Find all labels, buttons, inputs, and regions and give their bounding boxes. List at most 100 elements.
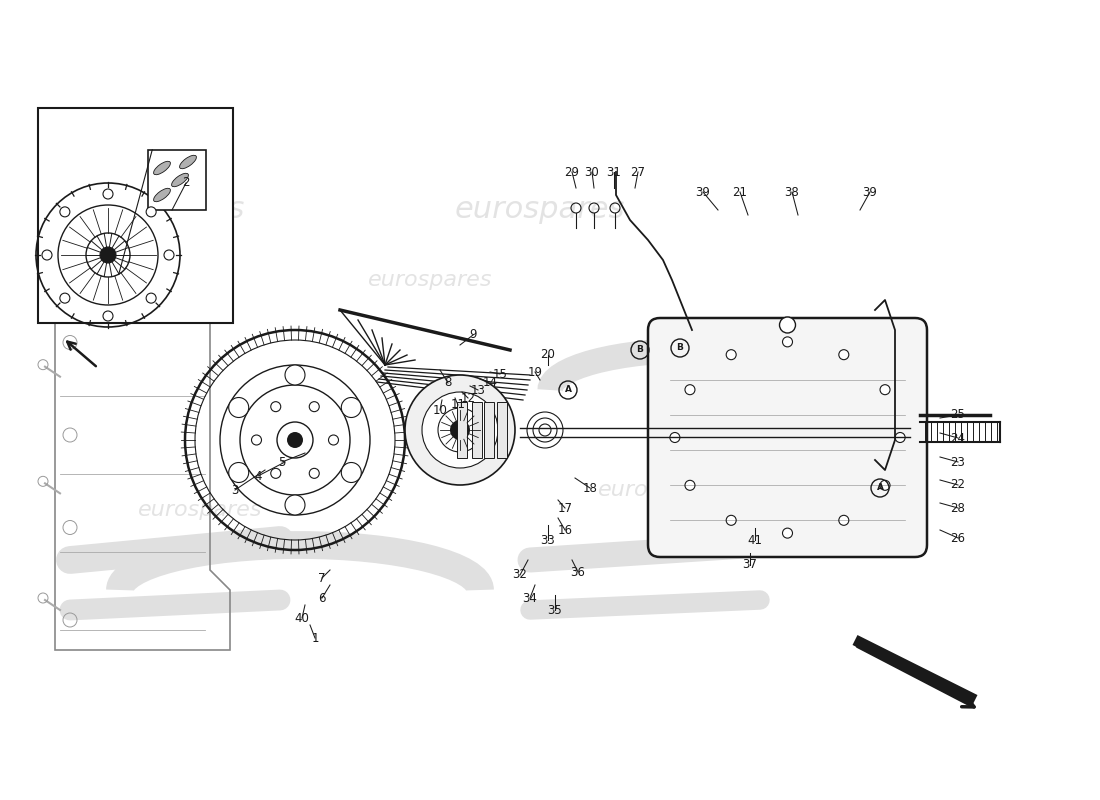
Text: 36: 36 (571, 566, 585, 578)
Text: 14: 14 (483, 375, 497, 389)
Circle shape (839, 350, 849, 360)
Ellipse shape (154, 188, 170, 202)
Circle shape (146, 293, 156, 303)
Text: 24: 24 (950, 431, 966, 445)
FancyBboxPatch shape (472, 402, 482, 458)
Circle shape (685, 385, 695, 394)
Text: 26: 26 (950, 531, 966, 545)
Circle shape (287, 432, 303, 448)
Ellipse shape (172, 174, 188, 186)
Text: 11: 11 (451, 398, 465, 411)
Text: 2: 2 (183, 177, 189, 190)
Text: 3: 3 (231, 483, 239, 497)
Text: 18: 18 (583, 482, 597, 494)
Circle shape (726, 350, 736, 360)
Circle shape (309, 468, 319, 478)
FancyBboxPatch shape (484, 402, 494, 458)
Text: 27: 27 (630, 166, 646, 178)
Circle shape (405, 375, 515, 485)
Circle shape (42, 250, 52, 260)
Text: 38: 38 (784, 186, 800, 198)
Circle shape (341, 398, 361, 418)
Text: 17: 17 (558, 502, 572, 514)
Text: 19: 19 (528, 366, 542, 378)
Circle shape (59, 293, 70, 303)
Circle shape (103, 311, 113, 321)
Circle shape (341, 462, 361, 482)
Circle shape (229, 462, 249, 482)
Text: eurospares: eurospares (454, 195, 625, 225)
Text: 4: 4 (254, 470, 262, 482)
Text: 30: 30 (584, 166, 600, 178)
Text: eurospares: eurospares (597, 480, 723, 500)
Text: 12: 12 (461, 391, 475, 405)
Circle shape (309, 402, 319, 412)
Ellipse shape (179, 155, 197, 169)
Circle shape (329, 435, 339, 445)
Circle shape (780, 317, 795, 333)
Text: eurospares: eurospares (138, 500, 262, 520)
Circle shape (285, 365, 305, 385)
Circle shape (782, 337, 792, 347)
Text: 32: 32 (513, 569, 527, 582)
Text: 34: 34 (522, 591, 538, 605)
Text: 9: 9 (470, 329, 476, 342)
Text: 31: 31 (606, 166, 621, 178)
Circle shape (100, 247, 116, 263)
Circle shape (726, 515, 736, 526)
Circle shape (450, 420, 470, 440)
Text: 39: 39 (862, 186, 878, 198)
FancyBboxPatch shape (148, 150, 206, 210)
Text: A: A (877, 483, 883, 493)
Circle shape (59, 207, 70, 217)
Circle shape (164, 250, 174, 260)
Text: 16: 16 (558, 523, 572, 537)
Circle shape (895, 433, 905, 442)
FancyBboxPatch shape (39, 108, 233, 323)
Text: 15: 15 (493, 367, 507, 381)
Circle shape (670, 433, 680, 442)
Circle shape (103, 189, 113, 199)
Circle shape (252, 435, 262, 445)
Text: 28: 28 (950, 502, 966, 514)
Text: B: B (676, 343, 683, 353)
Text: 21: 21 (733, 186, 748, 198)
Text: 37: 37 (742, 558, 758, 571)
FancyBboxPatch shape (497, 402, 507, 458)
FancyBboxPatch shape (648, 318, 927, 557)
Circle shape (271, 468, 281, 478)
Text: 5: 5 (278, 455, 286, 469)
Circle shape (271, 402, 281, 412)
Text: 10: 10 (432, 403, 448, 417)
Circle shape (685, 480, 695, 490)
Circle shape (839, 515, 849, 526)
Text: 39: 39 (695, 186, 711, 198)
Text: A: A (564, 386, 572, 394)
Circle shape (229, 398, 249, 418)
Circle shape (422, 392, 498, 468)
Text: 23: 23 (950, 455, 966, 469)
Text: 41: 41 (748, 534, 762, 546)
Text: 7: 7 (318, 571, 326, 585)
Text: eurospares: eurospares (75, 195, 245, 225)
Text: 25: 25 (950, 409, 966, 422)
Circle shape (782, 528, 792, 538)
FancyBboxPatch shape (456, 402, 468, 458)
Text: 35: 35 (548, 603, 562, 617)
Circle shape (880, 385, 890, 394)
Text: 22: 22 (950, 478, 966, 491)
Text: 33: 33 (540, 534, 556, 546)
Text: 13: 13 (471, 383, 485, 397)
Circle shape (880, 480, 890, 490)
Text: 20: 20 (540, 349, 556, 362)
Text: 8: 8 (444, 377, 452, 390)
Circle shape (146, 207, 156, 217)
Text: 29: 29 (564, 166, 580, 178)
Text: eurospares: eurospares (367, 270, 493, 290)
Text: 40: 40 (295, 611, 309, 625)
Text: 6: 6 (318, 591, 326, 605)
Ellipse shape (154, 162, 170, 174)
Text: 1: 1 (311, 631, 319, 645)
Text: B: B (637, 346, 644, 354)
Circle shape (277, 422, 313, 458)
